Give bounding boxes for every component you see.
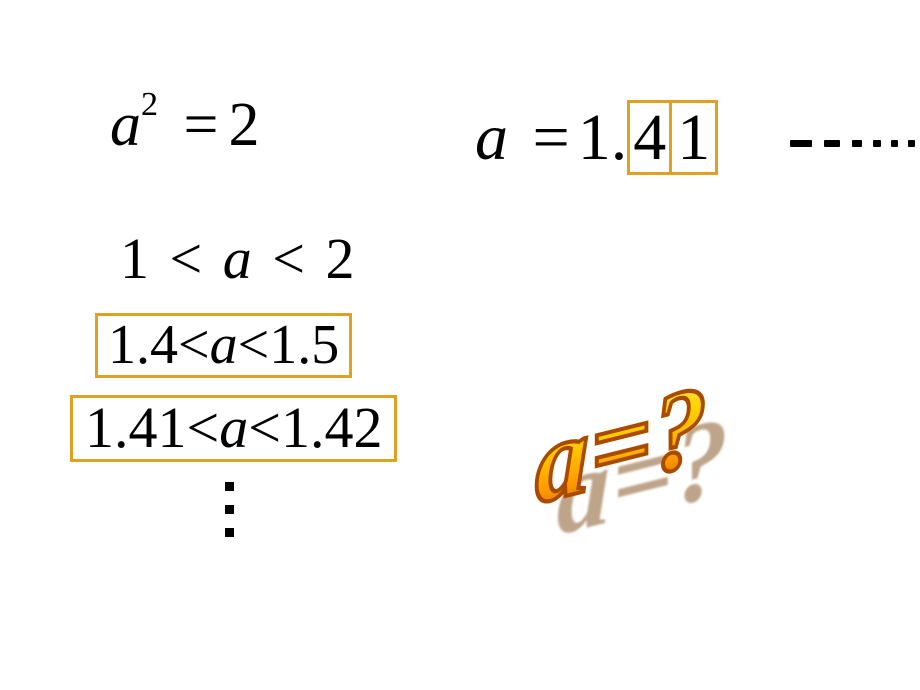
wordart-a: a [535,389,590,529]
lt-sign: < [178,314,210,376]
equals-sign: = [184,91,219,159]
inequality-3-box: 1.41<a<1.42 [70,395,397,462]
var-a: a [223,226,252,291]
lt-sign: < [187,395,220,460]
rhs: 1.42 [281,395,383,460]
lhs: 1.4 [108,314,178,376]
rhs: 1.5 [269,314,339,376]
equation-a-value: a =1.41 [475,100,718,176]
wordart-a-equals-question: a=? a=? [535,313,884,606]
lhs: 1 [120,226,149,291]
equation-a-squared: a2 =2 [110,90,260,161]
wordart-question: ? [653,359,708,499]
var-a: a [219,395,248,460]
var-a: a [475,101,508,174]
wordart-equals: = [591,373,654,514]
lhs: 1.41 [85,395,187,460]
vertical-ellipsis [225,475,234,544]
equals-sign: = [533,101,570,174]
digit-4-box: 4 [627,100,672,175]
exponent: 2 [141,86,158,123]
trailing-dots [790,140,920,147]
inequality-2-box: 1.4<a<1.5 [95,313,352,378]
var-a: a [210,314,238,376]
integer-part: 1. [578,101,628,174]
lt-sign: < [238,314,270,376]
lt-sign: < [248,395,281,460]
var-a: a [110,91,141,159]
lt-sign: < [170,226,203,291]
inequality-1: 1 < a < 2 [120,225,354,292]
digit-1-box: 1 [669,100,718,175]
lt-sign: < [272,226,305,291]
rhs: 2 [325,226,354,291]
rhs-two: 2 [229,91,260,159]
